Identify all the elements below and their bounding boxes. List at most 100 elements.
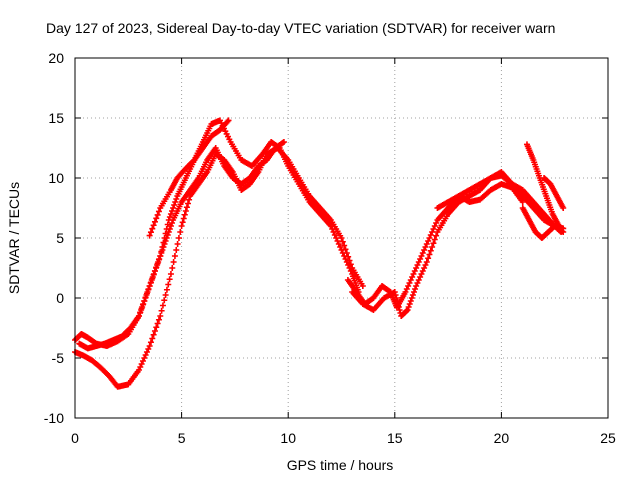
data-point [175, 235, 182, 241]
y-axis-label: SDTVAR / TECUs [6, 182, 22, 294]
data-point [142, 295, 149, 301]
data-point [558, 229, 565, 235]
data-point [160, 244, 167, 250]
data-point [425, 255, 432, 262]
data-point [162, 238, 169, 244]
data-point [359, 283, 366, 289]
x-tick-label: 5 [178, 430, 186, 446]
data-point [150, 271, 157, 277]
series-track-c [146, 117, 232, 239]
data-point [155, 316, 162, 323]
series-track-d [76, 139, 287, 352]
data-point [140, 301, 147, 307]
data-point [146, 283, 153, 289]
data-point [186, 196, 193, 203]
data-points [72, 117, 567, 390]
data-point [162, 292, 169, 298]
data-point [280, 139, 287, 145]
data-point [153, 215, 160, 222]
data-point [161, 241, 168, 247]
x-tick-label: 0 [71, 430, 79, 446]
data-point [345, 253, 352, 260]
data-point [155, 259, 162, 265]
data-point [163, 235, 170, 241]
data-point [144, 289, 151, 295]
data-point [407, 298, 414, 304]
data-point [408, 295, 415, 301]
data-point [151, 268, 158, 274]
data-point [184, 200, 191, 207]
data-point [342, 246, 349, 253]
data-point [165, 281, 172, 288]
y-tick-label: -5 [52, 350, 65, 366]
data-point [135, 313, 142, 319]
data-point [346, 257, 353, 264]
data-point [426, 251, 433, 258]
data-point [560, 205, 567, 211]
data-point [150, 331, 157, 338]
x-tick-label: 10 [280, 430, 296, 446]
data-point [157, 313, 164, 319]
data-point [173, 196, 180, 202]
data-point [141, 298, 148, 304]
data-point [171, 253, 178, 259]
data-point [183, 204, 190, 211]
data-point [149, 335, 156, 342]
series-track-g [434, 181, 526, 211]
data-point [173, 247, 180, 253]
data-point [166, 226, 173, 232]
series-track-f [349, 169, 567, 319]
y-tick-label: 15 [48, 110, 64, 126]
data-point [139, 304, 146, 310]
data-point [158, 250, 165, 256]
data-point [166, 276, 173, 283]
data-point [146, 232, 153, 239]
data-point [169, 265, 176, 271]
series-track-i [541, 175, 567, 211]
data-point [149, 225, 156, 232]
data-point [167, 271, 174, 277]
y-tick-label: 5 [56, 230, 64, 246]
data-point [145, 286, 152, 292]
x-tick-label: 25 [600, 430, 616, 446]
data-point [161, 297, 168, 304]
data-point [147, 280, 154, 286]
data-point [409, 292, 416, 298]
data-point [169, 208, 176, 214]
data-point [154, 211, 161, 218]
data-point [148, 277, 155, 283]
chart-title: Day 127 of 2023, Sidereal Day-to-day VTE… [46, 20, 555, 36]
data-point [423, 259, 430, 265]
y-tick-label: -10 [44, 410, 64, 426]
data-point [174, 241, 181, 247]
data-point [151, 218, 158, 225]
data-point [405, 304, 412, 310]
data-point [341, 242, 348, 249]
data-point [138, 307, 145, 313]
data-point [164, 232, 171, 238]
data-point [404, 307, 411, 313]
data-point [410, 289, 417, 295]
series-track-j [519, 205, 565, 241]
data-point [172, 199, 179, 205]
data-point [170, 259, 177, 265]
data-point [159, 302, 166, 309]
data-point [146, 343, 153, 349]
data-point [159, 247, 166, 253]
data-point [153, 265, 160, 271]
data-point [167, 223, 174, 229]
y-tick-label: 10 [48, 170, 64, 186]
y-tick-label: 20 [48, 50, 64, 66]
data-point [433, 232, 440, 239]
axis-ticks: 0 5 10 15 20 25 -10 -5 0 5 10 15 20 [44, 50, 616, 446]
data-point [169, 220, 176, 226]
data-point [412, 286, 419, 292]
data-point [179, 219, 186, 226]
data-point [154, 262, 161, 268]
data-point [343, 250, 350, 256]
data-point [430, 240, 437, 247]
data-point [165, 229, 172, 235]
data-point [163, 286, 170, 293]
data-point [137, 310, 144, 316]
